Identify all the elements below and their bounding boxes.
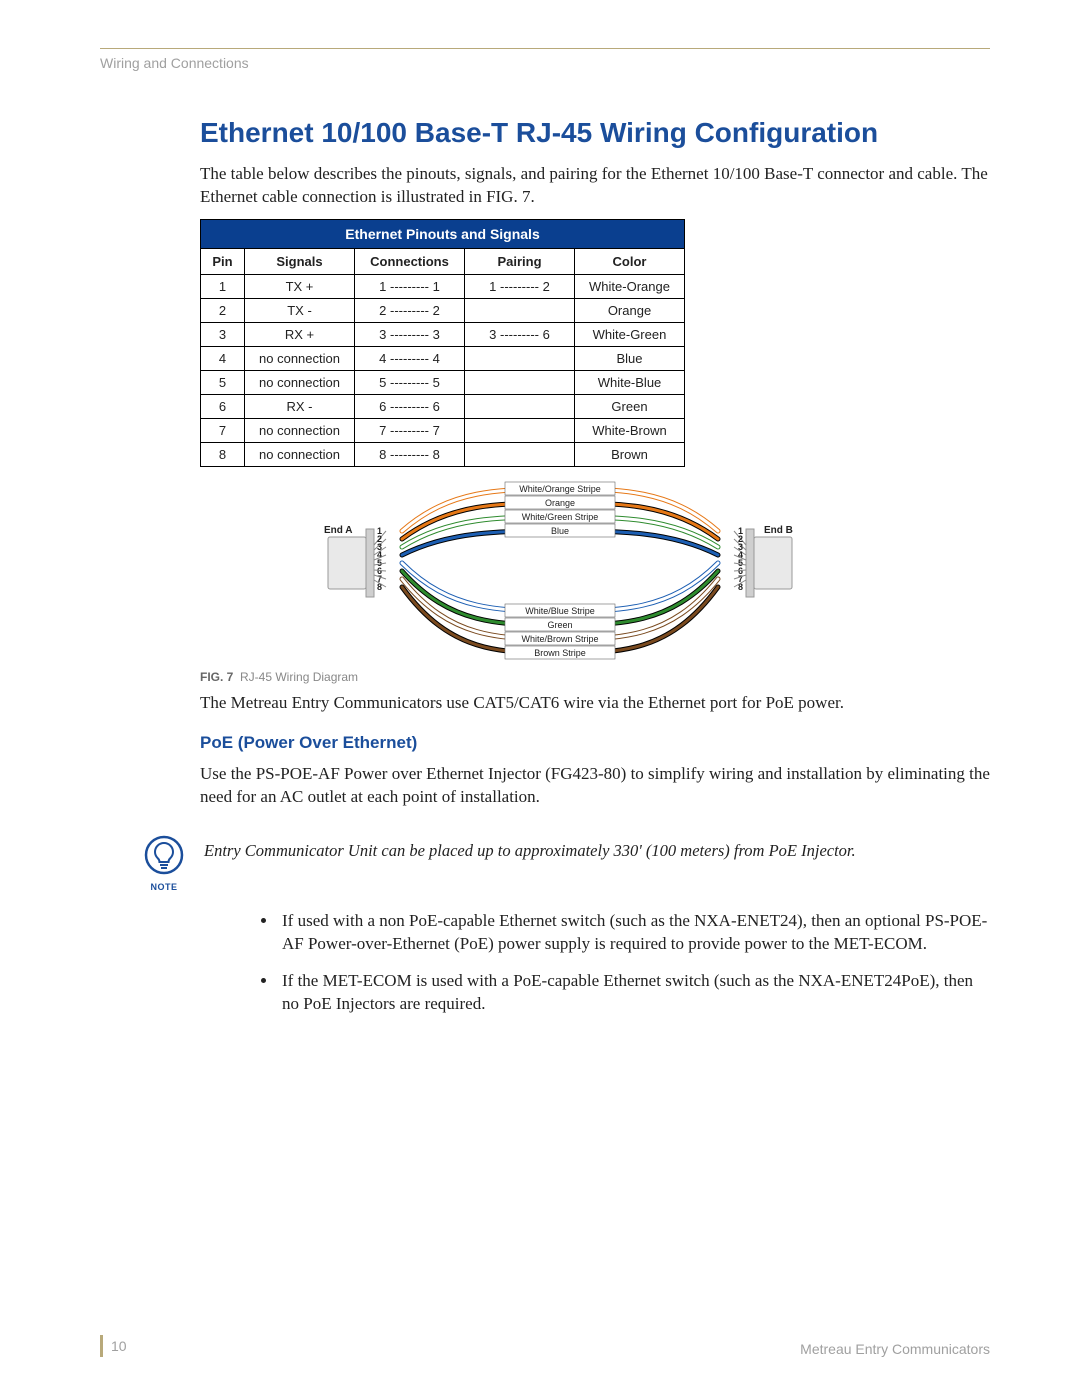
table-cell: 4 --------- 4 [355, 346, 465, 370]
svg-text:Brown Stripe: Brown Stripe [534, 648, 586, 658]
svg-text:White/Blue Stripe: White/Blue Stripe [525, 606, 595, 616]
table-cell: Orange [575, 298, 685, 322]
page-footer: 10 Metreau Entry Communicators [100, 1335, 990, 1357]
figure-caption: FIG. 7 RJ-45 Wiring Diagram [200, 670, 990, 684]
svg-text:White/Orange Stripe: White/Orange Stripe [519, 484, 601, 494]
table-cell: White-Orange [575, 274, 685, 298]
wiring-diagram: End AEnd B11White/Orange Stripe22Orange3… [320, 481, 800, 666]
table-cell [465, 442, 575, 466]
svg-text:White/Brown Stripe: White/Brown Stripe [521, 634, 598, 644]
list-item: If used with a non PoE-capable Ethernet … [278, 910, 990, 956]
table-cell [465, 346, 575, 370]
table-cell [465, 418, 575, 442]
table-cell: TX - [245, 298, 355, 322]
table-cell: no connection [245, 370, 355, 394]
after-diagram-text: The Metreau Entry Communicators use CAT5… [200, 692, 990, 715]
list-item: If the MET-ECOM is used with a PoE-capab… [278, 970, 990, 1016]
table-cell: RX + [245, 322, 355, 346]
table-cell: 3 --------- 6 [465, 322, 575, 346]
intro-paragraph: The table below describes the pinouts, s… [200, 163, 990, 209]
table-cell: TX + [245, 274, 355, 298]
table-cell: 2 [201, 298, 245, 322]
table-cell: 8 --------- 8 [355, 442, 465, 466]
table-cell [465, 394, 575, 418]
svg-text:Orange: Orange [545, 498, 575, 508]
th-pair: Pairing [465, 248, 575, 274]
note-icon-column: NOTE [142, 835, 186, 892]
table-cell: 7 --------- 7 [355, 418, 465, 442]
table-cell: no connection [245, 418, 355, 442]
table-cell: 1 --------- 2 [465, 274, 575, 298]
figure-caption-text: RJ-45 Wiring Diagram [240, 670, 358, 684]
bullet-list: If used with a non PoE-capable Ethernet … [278, 910, 990, 1016]
table-cell: RX - [245, 394, 355, 418]
table-cell: 1 --------- 1 [355, 274, 465, 298]
pinout-table: Ethernet Pinouts and Signals Pin Signals… [200, 219, 685, 467]
section-header: Wiring and Connections [100, 55, 990, 71]
page-title: Ethernet 10/100 Base-T RJ-45 Wiring Conf… [200, 117, 990, 149]
content: Ethernet 10/100 Base-T RJ-45 Wiring Conf… [200, 117, 990, 1015]
lightbulb-icon [144, 835, 184, 875]
th-sig: Signals [245, 248, 355, 274]
table-cell: White-Brown [575, 418, 685, 442]
table-cell [465, 298, 575, 322]
table-cell: 5 [201, 370, 245, 394]
figure-number: FIG. 7 [200, 670, 233, 684]
table-cell: White-Green [575, 322, 685, 346]
table-cell: 6 [201, 394, 245, 418]
svg-text:White/Green Stripe: White/Green Stripe [522, 512, 599, 522]
footer-doc-title: Metreau Entry Communicators [800, 1341, 990, 1357]
table-cell: Blue [575, 346, 685, 370]
poe-heading: PoE (Power Over Ethernet) [200, 733, 990, 753]
table-row: 1TX +1 --------- 11 --------- 2White-Ora… [201, 274, 685, 298]
table-row: 2TX -2 --------- 2 Orange [201, 298, 685, 322]
th-color: Color [575, 248, 685, 274]
table-row: 5no connection5 --------- 5 White-Blue [201, 370, 685, 394]
table-cell: 5 --------- 5 [355, 370, 465, 394]
table-cell: 3 --------- 3 [355, 322, 465, 346]
table-cell [465, 370, 575, 394]
table-cell: 1 [201, 274, 245, 298]
table-cell: Green [575, 394, 685, 418]
th-pin: Pin [201, 248, 245, 274]
svg-text:End A: End A [324, 525, 353, 536]
svg-text:End B: End B [764, 525, 793, 536]
svg-text:Green: Green [547, 620, 572, 630]
note-block: NOTE Entry Communicator Unit can be plac… [142, 835, 990, 892]
note-label: NOTE [142, 882, 186, 892]
table-cell: Brown [575, 442, 685, 466]
svg-text:Blue: Blue [551, 526, 569, 536]
table-cell: 8 [201, 442, 245, 466]
table-cell: 4 [201, 346, 245, 370]
poe-text: Use the PS-POE-AF Power over Ethernet In… [200, 763, 990, 809]
table-header-row: Pin Signals Connections Pairing Color [201, 248, 685, 274]
note-text: Entry Communicator Unit can be placed up… [204, 835, 856, 862]
header-rule [100, 48, 990, 49]
table-cell: 6 --------- 6 [355, 394, 465, 418]
table-cell: 3 [201, 322, 245, 346]
table-row: 8no connection8 --------- 8 Brown [201, 442, 685, 466]
page: Wiring and Connections Ethernet 10/100 B… [0, 0, 1080, 1069]
table-title: Ethernet Pinouts and Signals [201, 219, 685, 248]
table-cell: White-Blue [575, 370, 685, 394]
table-cell: no connection [245, 442, 355, 466]
table-cell: 2 --------- 2 [355, 298, 465, 322]
table-row: 6RX -6 --------- 6 Green [201, 394, 685, 418]
th-conn: Connections [355, 248, 465, 274]
page-number: 10 [100, 1335, 127, 1357]
table-row: 7no connection7 --------- 7 White-Brown [201, 418, 685, 442]
table-cell: 7 [201, 418, 245, 442]
table-cell: no connection [245, 346, 355, 370]
table-row: 3RX +3 --------- 33 --------- 6White-Gre… [201, 322, 685, 346]
table-row: 4no connection4 --------- 4 Blue [201, 346, 685, 370]
